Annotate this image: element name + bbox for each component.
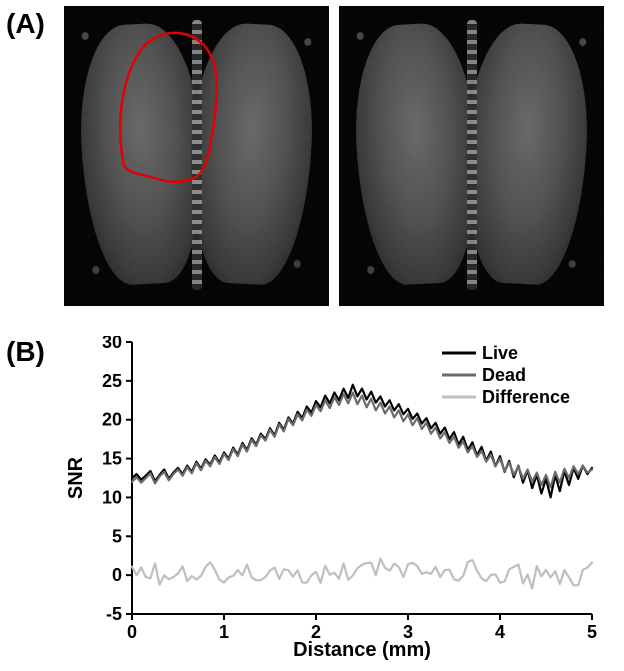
scan-right-noise	[339, 6, 604, 306]
panel-b-label: (B)	[6, 336, 45, 368]
svg-text:Live: Live	[482, 343, 518, 363]
svg-text:1: 1	[219, 622, 229, 642]
panel-a-label: (A)	[6, 8, 45, 40]
svg-text:10: 10	[102, 487, 122, 507]
svg-text:15: 15	[102, 449, 122, 469]
svg-text:4: 4	[495, 622, 505, 642]
svg-text:0: 0	[112, 565, 122, 585]
svg-text:0: 0	[127, 622, 137, 642]
svg-text:-5: -5	[106, 604, 122, 624]
svg-text:25: 25	[102, 371, 122, 391]
svg-text:30: 30	[102, 336, 122, 352]
svg-text:20: 20	[102, 410, 122, 430]
svg-text:SNR: SNR	[65, 456, 87, 499]
svg-text:5: 5	[112, 526, 122, 546]
scan-left	[64, 6, 329, 306]
svg-text:Difference: Difference	[482, 387, 570, 407]
scan-right	[339, 6, 604, 306]
panel-b-chart: -5051015202530012345Distance (mm)SNRLive…	[64, 336, 604, 662]
panel-a-images	[64, 6, 604, 316]
roi-outline-svg	[64, 6, 329, 306]
roi-outline	[120, 33, 216, 182]
svg-text:Dead: Dead	[482, 365, 526, 385]
svg-text:5: 5	[587, 622, 597, 642]
chart-svg: -5051015202530012345Distance (mm)SNRLive…	[64, 336, 604, 662]
svg-text:Distance (mm): Distance (mm)	[293, 639, 431, 661]
